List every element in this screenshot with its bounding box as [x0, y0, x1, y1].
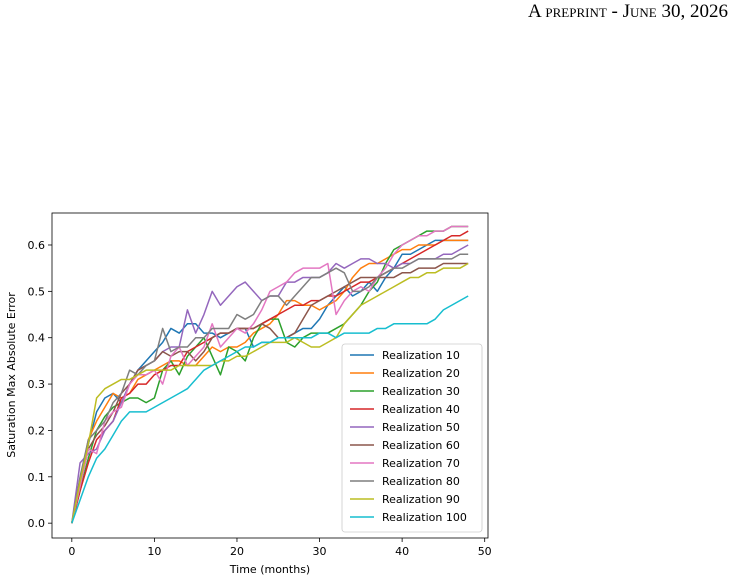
x-tick-label: 0: [68, 545, 75, 558]
x-tick-label: 40: [395, 545, 409, 558]
series-line: [71, 262, 469, 524]
running-head: A preprint - June 30, 2026: [527, 1, 728, 22]
y-tick-label: 0.4: [28, 332, 46, 345]
series-line: [71, 239, 469, 524]
series-line: [71, 295, 469, 524]
x-tick-label: 30: [313, 545, 327, 558]
y-tick-label: 0.1: [28, 471, 46, 484]
y-tick-label: 0.0: [28, 517, 46, 530]
x-axis-label: Time (months): [229, 563, 310, 576]
legend-label: Realization 50: [382, 421, 460, 434]
legend-label: Realization 90: [382, 493, 460, 506]
y-tick-label: 0.5: [28, 285, 46, 298]
y-axis-label: Saturation Max Absolute Error: [5, 292, 18, 458]
legend-label: Realization 60: [382, 439, 460, 452]
legend-label: Realization 100: [382, 511, 467, 524]
y-tick-label: 0.2: [28, 424, 46, 437]
legend-label: Realization 30: [382, 385, 460, 398]
x-tick-label: 20: [230, 545, 244, 558]
y-tick-label: 0.3: [28, 378, 46, 391]
x-tick-label: 10: [147, 545, 161, 558]
legend-box: [341, 343, 483, 533]
legend-label: Realization 40: [382, 403, 460, 416]
y-tick-label: 0.6: [28, 239, 46, 252]
legend-label: Realization 70: [382, 457, 460, 470]
legend-label: Realization 20: [382, 367, 460, 380]
x-tick-label: 50: [478, 545, 492, 558]
plot-frame: [51, 212, 489, 539]
legend-label: Realization 80: [382, 475, 460, 488]
legend-label: Realization 10: [382, 349, 460, 362]
